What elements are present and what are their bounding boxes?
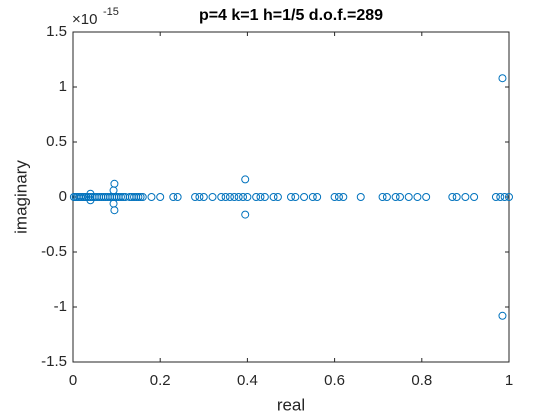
- point: [134, 193, 143, 201]
- point: [334, 193, 343, 201]
- point: [500, 193, 509, 201]
- point: [470, 193, 479, 201]
- point: [169, 193, 178, 201]
- point: [241, 210, 250, 219]
- point: [413, 193, 422, 201]
- point: [138, 193, 147, 201]
- point: [505, 193, 513, 201]
- y-tick-label: 1: [59, 78, 67, 95]
- point: [221, 193, 230, 201]
- chart-title: p=4 k=1 h=1/5 d.o.f.=289: [199, 7, 383, 24]
- point: [230, 193, 239, 201]
- x-tick-label: 0.4: [237, 372, 258, 389]
- point: [195, 193, 204, 201]
- point: [422, 193, 431, 201]
- point: [396, 193, 404, 201]
- point: [308, 193, 317, 201]
- point: [313, 193, 322, 201]
- point: [291, 193, 300, 201]
- point: [191, 193, 200, 201]
- point: [256, 193, 265, 201]
- point: [147, 193, 156, 201]
- point: [339, 193, 348, 201]
- point: [491, 193, 500, 201]
- point: [448, 193, 457, 201]
- y-axis-label: imaginary: [11, 160, 30, 234]
- point: [498, 74, 507, 83]
- point: [404, 193, 413, 201]
- point: [461, 193, 470, 201]
- y-exponent: -15: [103, 6, 119, 18]
- point: [382, 193, 391, 201]
- point: [234, 193, 243, 201]
- point: [498, 311, 507, 320]
- point: [156, 193, 165, 201]
- point: [243, 193, 252, 201]
- y-tick-label: -1: [54, 298, 67, 315]
- point: [391, 193, 400, 201]
- point: [356, 193, 365, 201]
- y-tick-label: 0.5: [46, 133, 67, 150]
- point: [496, 193, 505, 201]
- point: [452, 193, 461, 201]
- point: [241, 175, 250, 184]
- point: [109, 199, 118, 208]
- point: [116, 193, 125, 201]
- x-tick-label: 0.8: [411, 372, 432, 389]
- point: [199, 193, 208, 201]
- x-tick-label: 0: [69, 372, 77, 389]
- y-tick-label: 0: [59, 188, 67, 205]
- point: [136, 193, 145, 201]
- point: [252, 193, 261, 201]
- point: [173, 193, 182, 201]
- point: [239, 193, 248, 201]
- x-tick-label: 0.6: [324, 372, 345, 389]
- point: [260, 193, 269, 201]
- point: [217, 193, 226, 201]
- point: [225, 193, 234, 201]
- point: [330, 193, 339, 201]
- x-tick-label: 0.2: [150, 372, 171, 389]
- point: [208, 193, 217, 201]
- y-tick-label: -1.5: [41, 353, 67, 370]
- point: [300, 193, 309, 201]
- x-axis-label: real: [277, 395, 305, 414]
- y-tick-label: -0.5: [41, 243, 67, 260]
- point: [273, 193, 282, 201]
- point: [287, 193, 295, 201]
- y-multiplier: ×10: [72, 11, 97, 28]
- point: [109, 186, 118, 195]
- point: [86, 196, 95, 205]
- point: [378, 193, 387, 201]
- point: [269, 193, 278, 201]
- y-tick-label: 1.5: [46, 23, 67, 40]
- x-tick-label: 1: [505, 372, 513, 389]
